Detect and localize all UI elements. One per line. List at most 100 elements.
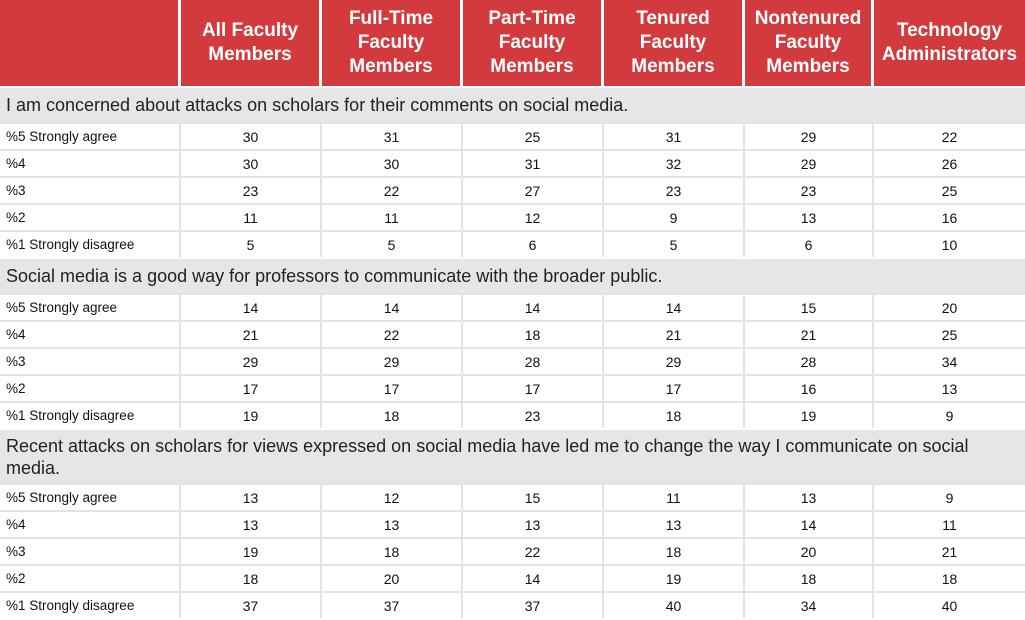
table-row: %2 11 11 12 9 13 16 [0, 203, 1025, 230]
section-title: Social media is a good way for professor… [0, 257, 1025, 293]
table-cell: 14 [604, 293, 745, 320]
table-cell: 15 [463, 483, 604, 510]
table-cell: 31 [604, 122, 745, 149]
row-label: %4 [0, 320, 181, 347]
table-cell: 12 [463, 203, 604, 230]
table-row: %3 29 29 28 29 28 34 [0, 347, 1025, 374]
table-cell: 15 [745, 293, 874, 320]
table-cell: 40 [604, 591, 745, 618]
table-row: %1 Strongly disagree 19 18 23 18 19 9 [0, 401, 1025, 428]
row-label: %1 Strongly disagree [0, 401, 181, 428]
table-cell: 32 [604, 149, 745, 176]
table-cell: 13 [181, 483, 322, 510]
table-row: %1 Strongly disagree 5 5 6 5 6 10 [0, 230, 1025, 257]
table-cell: 30 [181, 122, 322, 149]
table-cell: 30 [322, 149, 463, 176]
table-cell: 18 [604, 537, 745, 564]
table-cell: 29 [181, 347, 322, 374]
table-cell: 29 [745, 149, 874, 176]
table-cell: 23 [463, 401, 604, 428]
table-cell: 20 [322, 564, 463, 591]
table-row: %5 Strongly agree 14 14 14 14 15 20 [0, 293, 1025, 320]
table-cell: 20 [874, 293, 1025, 320]
table-cell: 25 [874, 320, 1025, 347]
table-row: %5 Strongly agree 13 12 15 11 13 9 [0, 483, 1025, 510]
table-cell: 18 [604, 401, 745, 428]
table-cell: 23 [745, 176, 874, 203]
table-row: %5 Strongly agree 30 31 25 31 29 22 [0, 122, 1025, 149]
table-cell: 27 [463, 176, 604, 203]
table-cell: 22 [322, 320, 463, 347]
header-row: All Faculty Members Full-Time Faculty Me… [0, 0, 1025, 86]
table-cell: 29 [604, 347, 745, 374]
row-label: %5 Strongly agree [0, 483, 181, 510]
table-body: I am concerned about attacks on scholars… [0, 86, 1025, 618]
table-cell: 17 [181, 374, 322, 401]
table-cell: 40 [874, 591, 1025, 618]
table-cell: 13 [745, 483, 874, 510]
table-cell: 10 [874, 230, 1025, 257]
table-cell: 6 [463, 230, 604, 257]
table-cell: 13 [874, 374, 1025, 401]
header-part-time: Part-Time Faculty Members [463, 0, 604, 86]
table-cell: 34 [874, 347, 1025, 374]
table-row: %2 18 20 14 19 18 18 [0, 564, 1025, 591]
header-full-time: Full-Time Faculty Members [322, 0, 463, 86]
table-cell: 21 [181, 320, 322, 347]
table-cell: 37 [181, 591, 322, 618]
row-label: %4 [0, 149, 181, 176]
table-row: %2 17 17 17 17 16 13 [0, 374, 1025, 401]
table-row: %4 30 30 31 32 29 26 [0, 149, 1025, 176]
table-cell: 21 [745, 320, 874, 347]
table-cell: 17 [604, 374, 745, 401]
table-cell: 34 [745, 591, 874, 618]
header-nontenured: Nontenured Faculty Members [745, 0, 874, 86]
row-label: %5 Strongly agree [0, 293, 181, 320]
row-label: %2 [0, 374, 181, 401]
row-label: %2 [0, 203, 181, 230]
table-cell: 11 [874, 510, 1025, 537]
table-cell: 13 [463, 510, 604, 537]
row-label: %1 Strongly disagree [0, 230, 181, 257]
table-cell: 16 [745, 374, 874, 401]
section-header: Social media is a good way for professor… [0, 257, 1025, 293]
section-header: Recent attacks on scholars for views exp… [0, 428, 1025, 483]
table-cell: 13 [322, 510, 463, 537]
table-cell: 11 [181, 203, 322, 230]
table-cell: 21 [604, 320, 745, 347]
table-row: %4 13 13 13 13 14 11 [0, 510, 1025, 537]
table-row: %1 Strongly disagree 37 37 37 40 34 40 [0, 591, 1025, 618]
row-label: %3 [0, 537, 181, 564]
table-cell: 18 [322, 401, 463, 428]
table-cell: 11 [322, 203, 463, 230]
table-cell: 28 [745, 347, 874, 374]
table-cell: 18 [874, 564, 1025, 591]
header-all-faculty: All Faculty Members [181, 0, 322, 86]
table-cell: 19 [181, 537, 322, 564]
table-cell: 18 [322, 537, 463, 564]
row-label: %1 Strongly disagree [0, 591, 181, 618]
header-tech-admins: Technology Administrators [874, 0, 1025, 86]
row-label: %2 [0, 564, 181, 591]
header-blank [0, 0, 181, 86]
table-cell: 5 [604, 230, 745, 257]
table-cell: 25 [874, 176, 1025, 203]
table-cell: 31 [322, 122, 463, 149]
table-cell: 13 [745, 203, 874, 230]
table-cell: 22 [874, 122, 1025, 149]
table-cell: 28 [463, 347, 604, 374]
row-label: %5 Strongly agree [0, 122, 181, 149]
section-header: I am concerned about attacks on scholars… [0, 86, 1025, 122]
table-cell: 14 [745, 510, 874, 537]
table-cell: 20 [745, 537, 874, 564]
table-cell: 17 [322, 374, 463, 401]
table-cell: 23 [604, 176, 745, 203]
table-row: %4 21 22 18 21 21 25 [0, 320, 1025, 347]
table-cell: 18 [181, 564, 322, 591]
table-cell: 37 [463, 591, 604, 618]
section-title: I am concerned about attacks on scholars… [0, 86, 1025, 122]
table-cell: 25 [463, 122, 604, 149]
table-cell: 13 [604, 510, 745, 537]
header-tenured: Tenured Faculty Members [604, 0, 745, 86]
